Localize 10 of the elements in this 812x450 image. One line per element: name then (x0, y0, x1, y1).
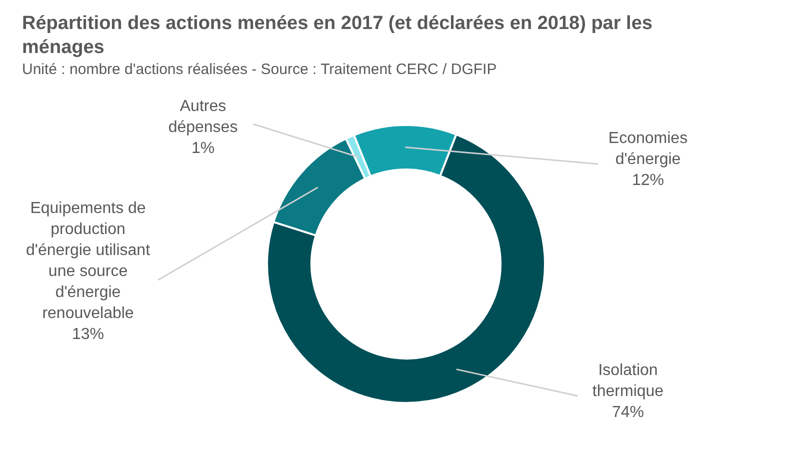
data-label: 12% (632, 172, 664, 189)
data-label: 13% (72, 326, 104, 343)
slice-label: Isolation thermique (592, 362, 664, 400)
slice-label: Autres dépenses (168, 98, 238, 136)
chart-subtitle: Unité : nombre d'actions réalisées - Source : Traitement CERC / DGFIP (21, 60, 498, 80)
data-label: 74% (612, 404, 644, 421)
slice-label: Economies d'énergie (608, 130, 688, 168)
data-label: 1% (191, 140, 215, 157)
slice-label: Equipements de production d'énergie utilisant une source d'énergie renouvelable (26, 200, 151, 322)
chart-title: Répartition des actions menées en 2017 (et déclarées en 2018) par les ménages (21, 12, 654, 60)
